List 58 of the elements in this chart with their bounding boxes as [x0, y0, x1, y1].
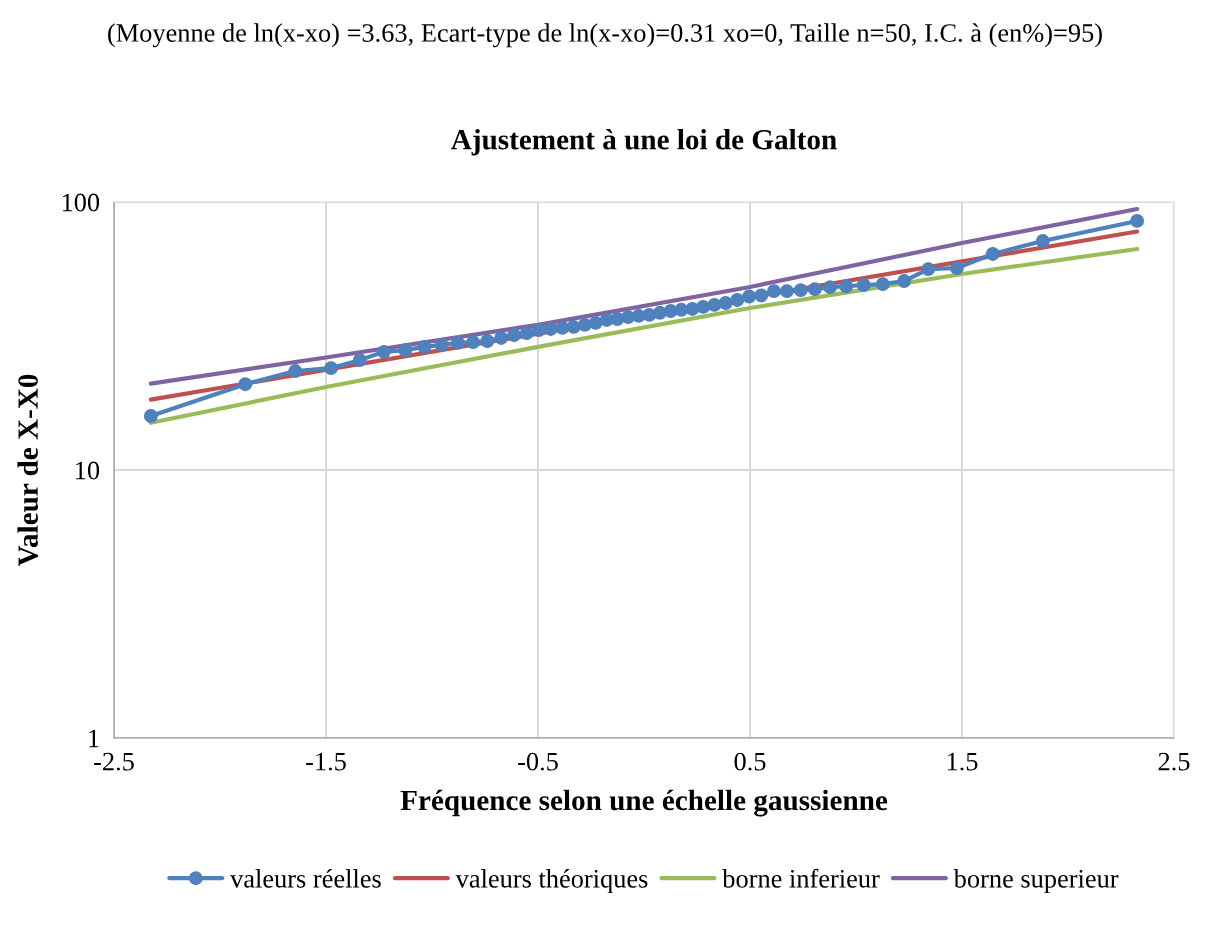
point — [531, 323, 546, 337]
y-tick-label: 1 — [89, 729, 99, 748]
point — [577, 317, 592, 332]
x-tick-label: -0.5 — [518, 752, 558, 771]
point — [949, 261, 964, 275]
legend-label: valeurs réelles — [230, 869, 381, 888]
point — [807, 282, 822, 297]
point — [507, 328, 521, 342]
point — [754, 288, 769, 303]
point — [856, 278, 871, 292]
chart-title: Ajustement à une loi de Galton — [451, 128, 837, 156]
point — [434, 337, 449, 352]
point — [352, 353, 367, 368]
point — [480, 334, 495, 348]
legend-label: borne inferieur — [722, 868, 880, 888]
y-tick-label: 10 — [76, 461, 100, 480]
point — [696, 299, 711, 314]
x-tick-label: 0.5 — [734, 752, 766, 771]
point — [1130, 213, 1145, 228]
y-axis-title: Valeur de X-X0 — [17, 374, 39, 567]
point — [376, 344, 391, 359]
point — [742, 289, 757, 304]
point — [707, 297, 722, 312]
point — [398, 343, 413, 358]
x-tick-label: 1.5 — [947, 752, 978, 771]
point — [466, 335, 481, 350]
x-tick-label: -2.5 — [94, 752, 134, 771]
point — [288, 364, 303, 378]
point — [588, 315, 603, 330]
point — [494, 330, 509, 345]
y-tick-label: 100 — [62, 193, 100, 212]
point — [823, 280, 838, 295]
point — [767, 284, 781, 299]
point — [238, 377, 253, 392]
legend-label: valeurs théoriques — [455, 869, 648, 894]
line-series — [148, 206, 1140, 386]
x-tick-label: -1.5 — [306, 752, 346, 771]
point — [779, 284, 794, 299]
legend-label: borne superieur — [953, 869, 1119, 894]
point — [985, 246, 1000, 261]
x-axis-title: Fréquence selon une échelle gaussienne — [400, 789, 888, 817]
point — [543, 321, 558, 336]
point — [897, 274, 912, 289]
point — [417, 339, 432, 354]
point — [730, 293, 745, 307]
point — [839, 279, 854, 294]
text: (Moyenne de ln(x-xo) =3.63, Ecart-type de ln(x-xo)=0.31 xo=0, Taille n=50, I.C. à (en%)=95) — [108, 23, 1102, 48]
point — [718, 296, 733, 310]
point — [450, 335, 465, 350]
point — [555, 320, 570, 335]
point — [1035, 234, 1050, 248]
point — [921, 262, 936, 277]
point — [793, 283, 808, 298]
point — [324, 361, 339, 376]
point — [519, 326, 534, 341]
point — [875, 277, 890, 292]
x-tick-label: 2.5 — [1158, 752, 1190, 771]
point — [143, 409, 158, 423]
